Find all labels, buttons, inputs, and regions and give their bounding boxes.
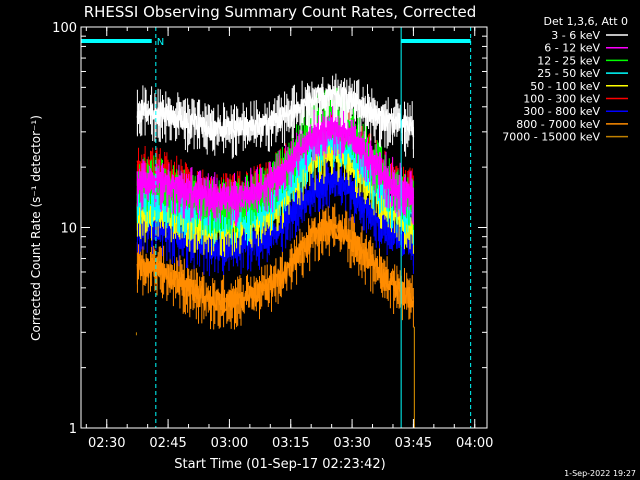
series-7000-15000-kev xyxy=(135,326,416,428)
legend-entry-label: 300 - 800 keV xyxy=(523,105,600,118)
x-tick-label: 04:00 xyxy=(456,436,493,451)
legend-title: Det 1,3,6, Att 0 xyxy=(544,15,628,28)
coverage-bar-label: N xyxy=(157,37,164,48)
series-3-6-kev xyxy=(136,73,415,159)
x-tick-label: 02:45 xyxy=(149,436,186,451)
legend-entry-label: 100 - 300 keV xyxy=(523,93,600,106)
legend-entry-label: 50 - 100 keV xyxy=(530,80,600,93)
legend-entry-label: 7000 - 15000 keV xyxy=(502,131,600,144)
y-axis-label: Corrected Count Rate (s⁻¹ detector⁻¹) xyxy=(29,115,43,341)
footer-timestamp: 1-Sep-2022 19:27 xyxy=(564,469,636,478)
series-6-12-kev xyxy=(136,101,415,227)
legend-entry-label: 12 - 25 keV xyxy=(537,54,600,67)
x-axis-label: Start Time (01-Sep-17 02:23:42) xyxy=(174,457,385,472)
x-tick-label: 02:30 xyxy=(88,436,125,451)
chart-title: RHESSI Observing Summary Count Rates, Co… xyxy=(84,3,477,21)
y-tick-label: 10 xyxy=(60,222,77,237)
legend-entry-label: 25 - 50 keV xyxy=(537,67,600,80)
series-800-7000-kev xyxy=(136,203,415,330)
legend-entry-label: 6 - 12 keV xyxy=(544,42,600,55)
legend-entry-label: 3 - 6 keV xyxy=(551,29,600,42)
x-tick-label: 03:45 xyxy=(395,436,432,451)
y-tick-label: 1 xyxy=(69,422,77,437)
y-tick-label: 100 xyxy=(52,21,77,36)
x-tick-label: 03:30 xyxy=(333,436,370,451)
x-tick-label: 03:15 xyxy=(272,436,309,451)
x-tick-label: 03:00 xyxy=(211,436,248,451)
legend-entry-label: 800 - 7000 keV xyxy=(516,118,600,131)
